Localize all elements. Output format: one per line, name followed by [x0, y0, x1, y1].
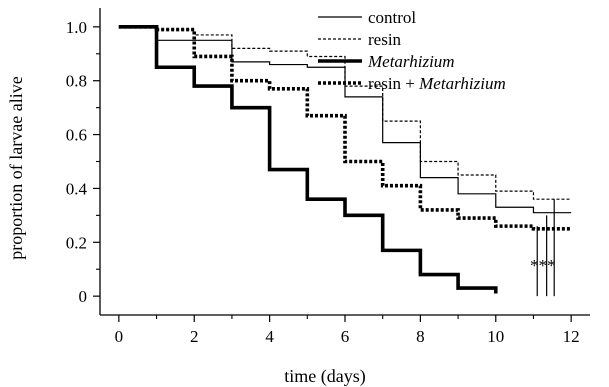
- legend-label-3: resin + Metarhizium: [368, 74, 506, 93]
- x-tick-label: 4: [265, 327, 274, 346]
- y-tick-label: 1.0: [66, 18, 87, 37]
- y-tick-label: 0: [79, 287, 88, 306]
- legend-label-0: control: [368, 8, 416, 27]
- significance-stars: ***: [530, 256, 556, 275]
- x-tick-label: 10: [487, 327, 504, 346]
- significance-bracket: [536, 199, 555, 297]
- x-axis-title: time (days): [284, 366, 365, 387]
- series-line-0: [118, 26, 572, 214]
- series-line-2: [118, 25, 498, 294]
- y-axis-title: proportion of larvae alive: [6, 76, 26, 259]
- y-tick-label: 0.4: [66, 179, 88, 198]
- legend: control resin Metarhizium resin + Metarhizi…: [318, 8, 506, 93]
- legend-label-2: Metarhizium: [367, 52, 455, 71]
- series-line-3: [118, 25, 572, 231]
- y-tick-label: 0.2: [66, 233, 87, 252]
- x-tick-label: 0: [115, 327, 124, 346]
- x-tick-label: 8: [416, 327, 425, 346]
- x-tick-label: 6: [341, 327, 350, 346]
- x-tick-label: 12: [563, 327, 580, 346]
- y-tick-label: 0.8: [66, 72, 87, 91]
- legend-label-1: resin: [368, 30, 402, 49]
- y-tick-label: 0.6: [66, 126, 87, 145]
- axes: 0 2 4 6 8 10 12 0 0.2 0.4 0.6 0.8 1.0: [66, 8, 590, 346]
- series-line-1: [118, 26, 572, 200]
- x-tick-label: 2: [190, 327, 199, 346]
- series-layer: [118, 25, 572, 294]
